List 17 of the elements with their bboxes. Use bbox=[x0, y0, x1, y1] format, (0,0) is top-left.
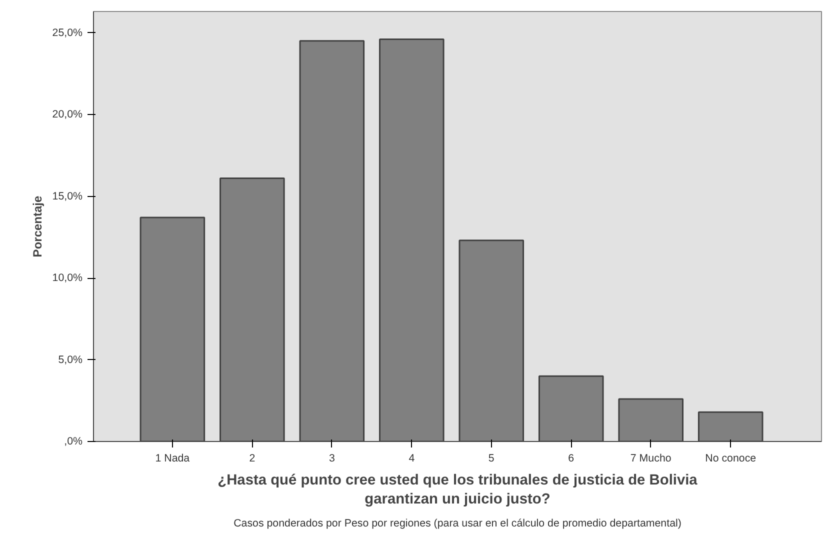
y-tick-label: 10,0% bbox=[52, 272, 84, 284]
y-tick-label: ,0% bbox=[64, 436, 84, 448]
y-tick-label: 15,0% bbox=[52, 190, 84, 202]
x-axis-title: ¿Hasta qué punto cree usted que los tribunales de justicia de Bolivia garantizan un juicio justo? bbox=[218, 472, 698, 508]
y-tick-label: 25,0% bbox=[52, 26, 84, 39]
x-tick-label: 4 bbox=[408, 452, 415, 464]
x-tick-label: 7 Mucho bbox=[630, 452, 672, 464]
text: Casos ponderados por Peso por regiones (para usar en el cálculo de promedio departamental) bbox=[234, 518, 682, 530]
x-tick-label: 2 bbox=[249, 452, 256, 464]
y-axis-title: Porcentaje bbox=[30, 195, 44, 258]
x-tick-label: 3 bbox=[328, 452, 335, 464]
x-tick-label: No conoce bbox=[705, 452, 756, 464]
x-tick-label: 1 Nada bbox=[155, 452, 190, 464]
y-tick-label: 20,0% bbox=[52, 108, 84, 121]
x-tick-label: 6 bbox=[568, 452, 574, 464]
y-tick-label: 5,0% bbox=[58, 354, 84, 366]
x-tick-label: 5 bbox=[488, 452, 494, 464]
